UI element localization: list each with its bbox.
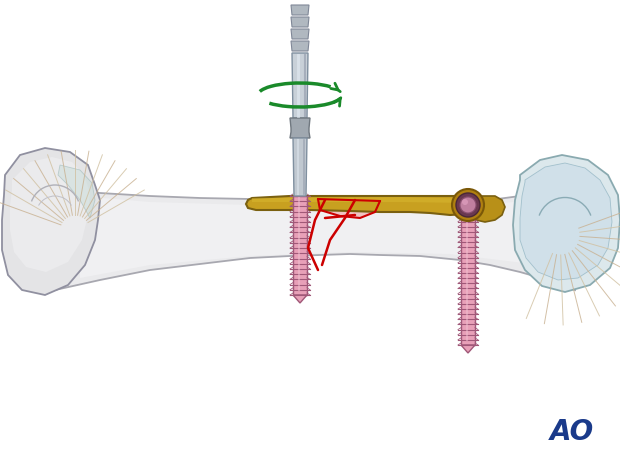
Polygon shape bbox=[291, 17, 309, 27]
Polygon shape bbox=[80, 192, 575, 278]
Polygon shape bbox=[461, 345, 475, 353]
Circle shape bbox=[462, 199, 468, 205]
Polygon shape bbox=[468, 196, 505, 222]
Polygon shape bbox=[252, 197, 490, 205]
Polygon shape bbox=[293, 196, 307, 295]
Polygon shape bbox=[55, 185, 575, 290]
Polygon shape bbox=[291, 41, 309, 51]
Circle shape bbox=[452, 189, 484, 221]
Text: AO: AO bbox=[550, 418, 594, 446]
Polygon shape bbox=[2, 148, 100, 295]
Circle shape bbox=[456, 193, 480, 217]
Polygon shape bbox=[293, 295, 307, 303]
Polygon shape bbox=[520, 163, 612, 280]
Circle shape bbox=[460, 197, 476, 213]
Polygon shape bbox=[293, 138, 307, 196]
Polygon shape bbox=[292, 53, 308, 118]
Polygon shape bbox=[513, 155, 620, 292]
Polygon shape bbox=[291, 29, 309, 39]
Polygon shape bbox=[246, 196, 492, 215]
Polygon shape bbox=[461, 196, 475, 345]
Polygon shape bbox=[10, 157, 90, 272]
Polygon shape bbox=[290, 118, 310, 138]
Polygon shape bbox=[291, 5, 309, 15]
Polygon shape bbox=[318, 198, 380, 218]
Polygon shape bbox=[58, 165, 95, 218]
